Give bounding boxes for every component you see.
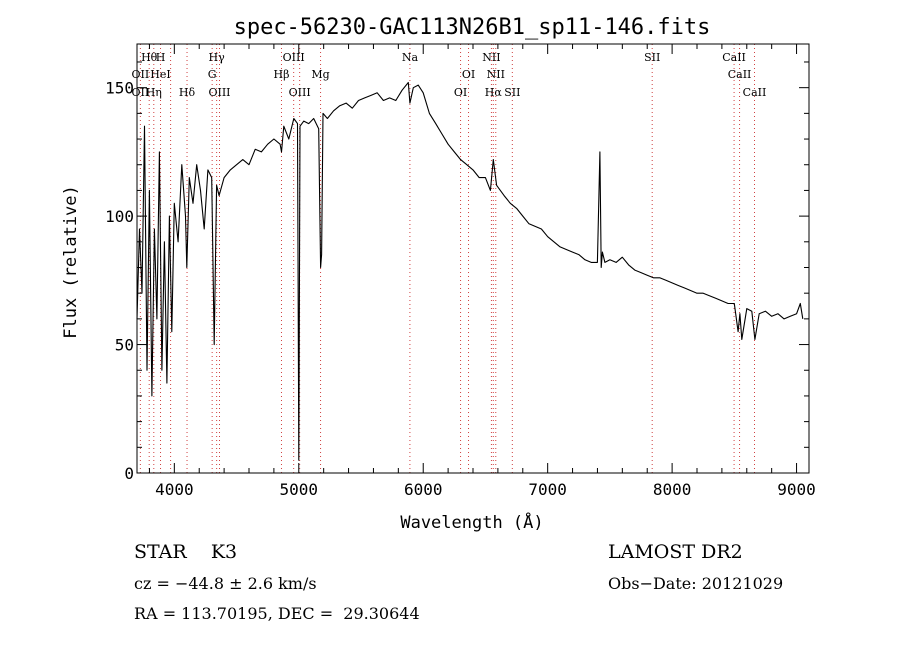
y-tick-label: 0 — [124, 464, 134, 483]
y-tick-label: 50 — [115, 336, 134, 355]
line-labels: HθH Hγ OIII Na NII SII CaII OII HeI G Hβ Mg OI NII CaI… — [132, 51, 767, 99]
obs-date: Obs−Date: 20121029 — [608, 574, 784, 593]
line-label: CaII — [728, 68, 752, 81]
line-label: OII — [132, 68, 150, 81]
line-label: Hθ — [141, 51, 158, 64]
x-tick-label: 9000 — [777, 480, 816, 499]
line-label: Hγ — [209, 51, 226, 64]
line-label: OI — [462, 68, 475, 81]
line-label: NII — [487, 68, 505, 81]
redshift-cz: cz = −44.8 ± 2.6 km/s — [134, 574, 317, 593]
x-axis-label: Wavelength (Å) — [400, 511, 543, 533]
ra-dec-coords: RA = 113.70195, DEC = 29.30644 — [134, 604, 420, 623]
line-markers — [139, 44, 755, 473]
line-label: SII — [504, 86, 520, 99]
line-label: OIII — [283, 51, 305, 64]
line-label: SII — [644, 51, 660, 64]
y-tick-label: 100 — [105, 207, 134, 226]
chart-title: spec-56230-GAC113N26B1_sp11-146.fits — [234, 15, 711, 40]
line-label: OIII — [208, 86, 230, 99]
spectrum-series — [136, 81, 804, 461]
spectrum-line — [136, 81, 804, 461]
line-label: G — [208, 68, 217, 81]
x-tick-label: 7000 — [528, 480, 567, 499]
line-label: H — [156, 51, 166, 64]
line-label: HeI — [150, 68, 170, 81]
y-tick-label: 150 — [105, 79, 134, 98]
x-tick-label: 5000 — [280, 480, 319, 499]
x-ticks: 4000 5000 6000 7000 8000 9000 — [148, 44, 816, 499]
object-class: STAR K3 — [134, 541, 238, 563]
x-tick-label: 6000 — [404, 480, 443, 499]
line-label: Hδ — [179, 86, 196, 99]
x-tick-label: 8000 — [653, 480, 692, 499]
line-label: Hη — [146, 86, 162, 99]
line-label: Na — [402, 51, 419, 64]
x-tick-label: 4000 — [155, 480, 194, 499]
line-label: CaII — [743, 86, 767, 99]
line-label: OII — [132, 86, 150, 99]
line-label: Hβ — [274, 68, 290, 81]
line-label: NII — [482, 51, 500, 64]
y-ticks: 0 50 100 150 — [105, 61, 809, 483]
survey-name: LAMOST DR2 — [608, 541, 743, 563]
line-label: Hα — [485, 86, 503, 99]
plot-frame — [136, 43, 810, 474]
line-label: CaII — [722, 51, 746, 64]
y-axis-label: Flux (relative) — [61, 185, 81, 339]
line-label: OI — [454, 86, 467, 99]
line-label: OIII — [289, 86, 311, 99]
line-label: Mg — [311, 68, 329, 81]
